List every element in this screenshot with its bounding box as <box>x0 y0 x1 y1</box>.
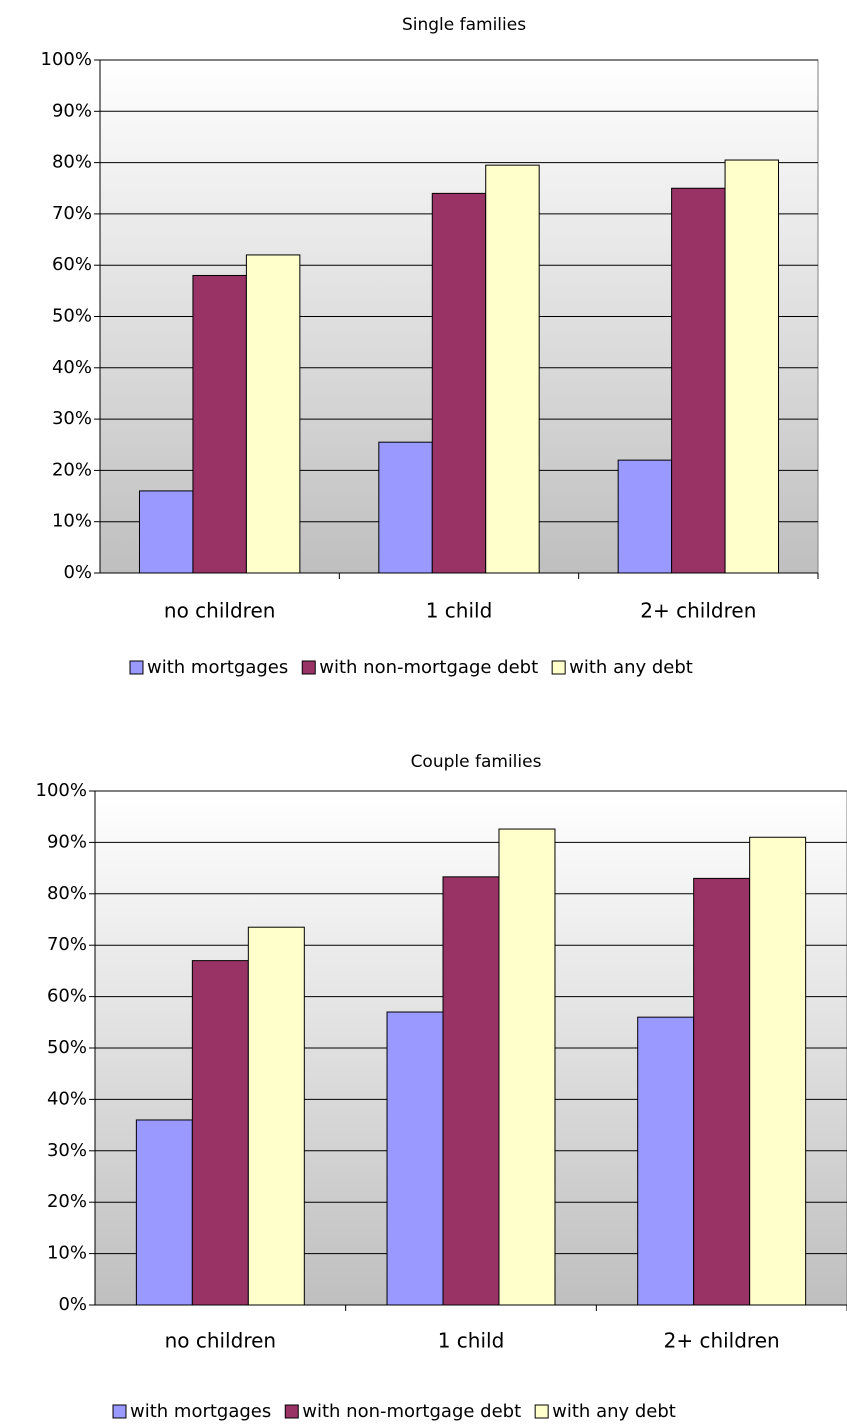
legend-label: with any debt <box>569 657 693 678</box>
y-tick-label: 70% <box>52 203 92 224</box>
legend-swatch <box>112 1404 127 1419</box>
bar <box>442 876 500 1306</box>
legend-label: with mortgages <box>147 657 288 678</box>
legend-swatch <box>551 660 566 675</box>
legend-swatch <box>534 1404 549 1419</box>
y-tick-label: 50% <box>52 306 92 327</box>
y-tick-label: 50% <box>47 1037 87 1058</box>
bar <box>192 274 247 574</box>
y-tick-label: 80% <box>52 152 92 173</box>
y-tick-label: 80% <box>47 883 87 904</box>
bar <box>671 187 726 574</box>
y-tick-label: 40% <box>47 1088 87 1109</box>
bar <box>617 459 673 574</box>
y-tick-label: 90% <box>47 831 87 852</box>
x-tick-label: 2+ children <box>640 599 756 623</box>
y-tick-label: 30% <box>47 1140 87 1161</box>
legend-swatch <box>284 1404 299 1419</box>
y-tick-label: 0% <box>58 1294 87 1315</box>
y-tick-label: 10% <box>52 511 92 532</box>
legend-label: with non-mortgage debt <box>319 657 538 678</box>
legend-label: with non-mortgage debt <box>302 1401 521 1422</box>
x-tick-label: 1 child <box>426 599 493 623</box>
y-tick-label: 10% <box>47 1243 87 1264</box>
y-tick-label: 100% <box>36 780 87 801</box>
bar <box>693 877 751 1306</box>
x-tick-label: no children <box>164 599 276 623</box>
bar <box>724 159 780 574</box>
y-tick-label: 60% <box>52 254 92 275</box>
y-tick-label: 70% <box>47 934 87 955</box>
bar <box>749 836 807 1306</box>
bar <box>386 1011 444 1306</box>
y-tick-label: 90% <box>52 100 92 121</box>
y-tick-label: 0% <box>63 562 92 583</box>
legend-swatch <box>301 660 316 675</box>
x-tick-label: 2+ children <box>664 1329 780 1353</box>
x-tick-label: 1 child <box>438 1329 505 1353</box>
bar <box>138 490 194 574</box>
y-tick-label: 20% <box>52 459 92 480</box>
bar <box>191 960 249 1306</box>
y-tick-label: 30% <box>52 408 92 429</box>
bar <box>431 192 487 574</box>
legend-label: with mortgages <box>130 1401 271 1422</box>
bar <box>498 828 556 1306</box>
bar <box>637 1016 695 1306</box>
legend-swatch <box>129 660 144 675</box>
bar <box>135 1119 193 1306</box>
legend-label: with any debt <box>552 1401 676 1422</box>
x-tick-label: no children <box>165 1329 277 1353</box>
y-tick-label: 40% <box>52 357 92 378</box>
y-tick-label: 100% <box>41 49 92 70</box>
chart-title: Single families <box>402 15 526 35</box>
bar <box>485 164 540 574</box>
chart-title: Couple families <box>411 752 542 772</box>
bar <box>245 254 301 574</box>
bar <box>378 441 433 574</box>
y-tick-label: 60% <box>47 986 87 1007</box>
bar <box>247 926 305 1306</box>
y-tick-label: 20% <box>47 1191 87 1212</box>
